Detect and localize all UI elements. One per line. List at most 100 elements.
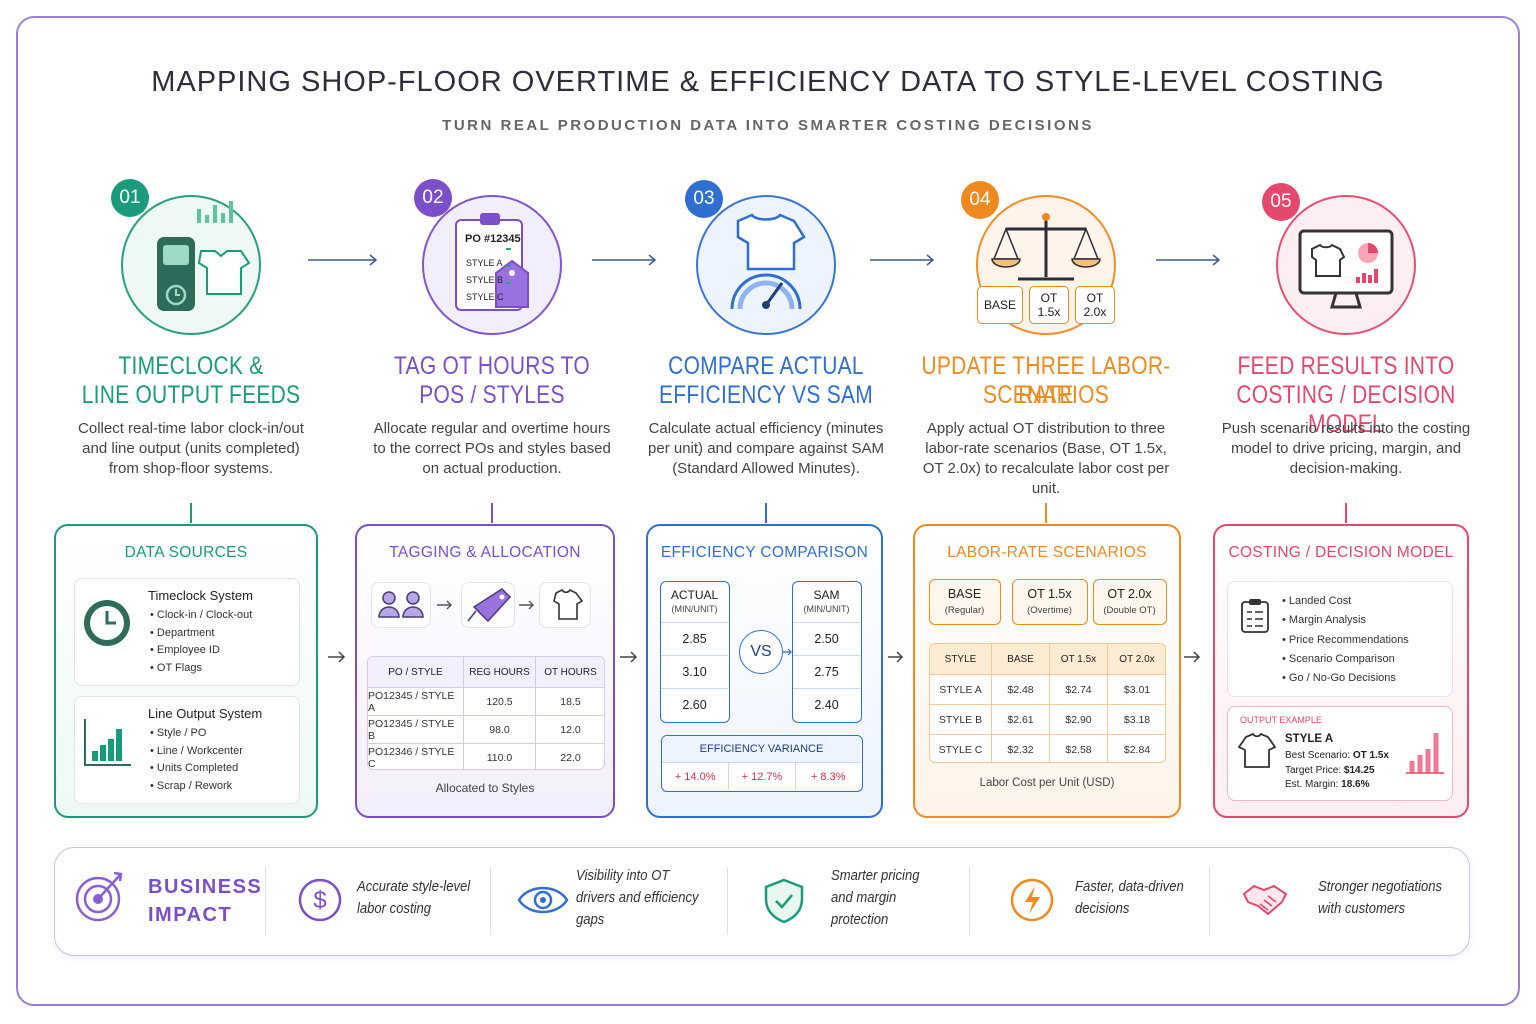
panel: COSTING / DECISION MODEL Landed Cost Margi… — [1213, 524, 1469, 818]
panel-title: EFFICIENCY COMPARISON — [660, 544, 869, 561]
arrow — [519, 600, 534, 610]
step-icon — [730, 213, 806, 310]
table-header: PO / STYLE — [368, 657, 464, 687]
step-description: Allocate regular and overtime hours to t… — [373, 420, 611, 477]
divider — [727, 867, 728, 935]
table-cell: $2.58 — [1050, 734, 1108, 762]
system-item: Department — [150, 627, 300, 639]
shirt-icon — [1237, 732, 1277, 768]
impact-bar — [54, 847, 1470, 956]
step-icon — [455, 213, 529, 311]
model-item: Scenario Comparison — [1282, 653, 1452, 665]
efficiency-value: 2.50 — [793, 622, 860, 655]
output-line-label: Est. Margin: — [1285, 779, 1339, 790]
step-title: POS / STYLES — [419, 381, 565, 409]
column-unit: (MIN/UNIT) — [803, 604, 850, 614]
step-description: Push scenario results into the costing m… — [1221, 420, 1471, 477]
style-label: STYLE C — [466, 292, 504, 302]
impact-icon — [1242, 884, 1288, 916]
output-line-value: OT 1.5x — [1352, 750, 1389, 761]
output-line: Target Price: $14.25 — [1285, 765, 1415, 776]
subtitle: TURN REAL PRODUCTION DATA INTO SMARTER C… — [442, 117, 1094, 134]
impact-text: and margin — [831, 890, 897, 906]
connector — [491, 503, 493, 523]
clipboard-icon — [1241, 599, 1269, 633]
system-item: Clock-in / Clock-out — [150, 609, 300, 621]
efficiency-value: 3.10 — [661, 655, 728, 688]
table-cell: $3.01 — [1108, 674, 1165, 704]
panel: EFFICIENCY COMPARISON ACTUAL (MIN/UNIT) 2.8… — [646, 524, 883, 818]
panel-arrow — [1184, 651, 1201, 663]
scenario-note: (Overtime) — [1027, 605, 1072, 616]
target-icon — [75, 871, 123, 922]
output-line-label: Best Scenario: — [1285, 750, 1351, 761]
tag-icon — [553, 588, 584, 620]
impact-text: Smarter pricing — [831, 868, 920, 884]
arrow — [783, 648, 792, 656]
panel-title: DATA SOURCES — [124, 544, 248, 561]
step-title: COSTING / DECISION MODEL — [1236, 381, 1456, 438]
system-icon — [84, 600, 130, 646]
card: Timeclock System Clock-in / Clock-out Depa… — [74, 578, 300, 686]
impact-text: decisions — [1075, 901, 1130, 917]
caption: Allocated to Styles — [435, 781, 535, 795]
caption: Labor Cost per Unit (USD) — [979, 777, 1115, 789]
table-header: STYLE — [930, 644, 992, 674]
efficiency-value: 2.75 — [793, 655, 860, 688]
card — [539, 582, 591, 628]
table-cell: $2.74 — [1050, 674, 1108, 704]
step-title: LINE OUTPUT FEEDS — [81, 381, 301, 409]
step-title: SCENARIOS — [983, 381, 1109, 409]
system-name: Line Output System — [148, 706, 263, 721]
connector — [190, 503, 192, 523]
table-header: OT 1.5x — [1050, 644, 1108, 674]
impact-text: gaps — [576, 912, 605, 928]
scenario-chip: BASE — [977, 286, 1023, 324]
divider — [969, 867, 970, 935]
system-name: Timeclock System — [148, 588, 253, 603]
scenario-card: OT 2.0x (Double OT) — [1093, 579, 1167, 625]
step-description: Collect real-time labor clock-in/out and… — [78, 420, 304, 477]
table-cell: 18.5 — [536, 687, 604, 715]
table-header: OT HOURS — [536, 657, 604, 687]
variance-value: + 14.0% — [662, 762, 729, 790]
panel-arrow — [328, 651, 346, 663]
impact-text: protection — [831, 912, 889, 928]
table-cell: STYLE C — [930, 734, 992, 762]
model-item: Price Recommendations — [1282, 634, 1452, 646]
panel-arrow — [888, 651, 904, 663]
scenario-name: OT 1.5x — [1027, 587, 1072, 601]
output-line-label: Target Price: — [1285, 764, 1342, 776]
connector — [1045, 503, 1047, 523]
system-item: Employee ID — [150, 644, 300, 656]
table: PO / STYLE REG HOURS OT HOURS PO12345 / STY… — [367, 656, 605, 770]
card: Line Output System Style / PO Line / Workc… — [74, 696, 300, 804]
title: MAPPING SHOP-FLOOR OVERTIME & EFFICIENCY… — [151, 66, 1385, 98]
step-badge: 04 — [961, 181, 999, 219]
card — [371, 582, 431, 628]
efficiency-value: 2.40 — [793, 688, 860, 721]
value-column: ACTUAL (MIN/UNIT) 2.85 3.10 2.60 — [660, 581, 730, 723]
tag-icon — [467, 588, 512, 623]
panel-title: COSTING / DECISION MODEL — [1228, 544, 1454, 561]
step-title: UPDATE THREE LABOR-RATE — [921, 352, 1171, 409]
variance-box: EFFICIENCY VARIANCE + 14.0% + 12.7% + 8.3% — [661, 735, 863, 792]
output-box: OUTPUT EXAMPLE STYLE A Best Scenario: OT 1… — [1227, 706, 1453, 801]
table-cell: PO12346 / STYLE C — [368, 743, 464, 769]
table-header: OT 2.0x — [1108, 644, 1165, 674]
step-badge: 01 — [111, 179, 149, 217]
style-label: STYLE B — [466, 275, 504, 285]
impact-title: BUSINESS — [148, 876, 263, 898]
connector — [1345, 503, 1347, 523]
divider — [265, 867, 266, 935]
table-cell: STYLE A — [930, 674, 992, 704]
table-cell: $2.48 — [992, 674, 1050, 704]
impact-text: Accurate style-level — [357, 879, 471, 895]
step-icon — [1298, 229, 1394, 309]
step-icon — [157, 201, 251, 311]
panel: TAGGING & ALLOCATION PO / STYLE REG HOURS O… — [355, 524, 615, 818]
impact-icon — [1010, 878, 1054, 922]
step-icon — [991, 213, 1101, 281]
table-cell: 98.0 — [464, 715, 536, 743]
